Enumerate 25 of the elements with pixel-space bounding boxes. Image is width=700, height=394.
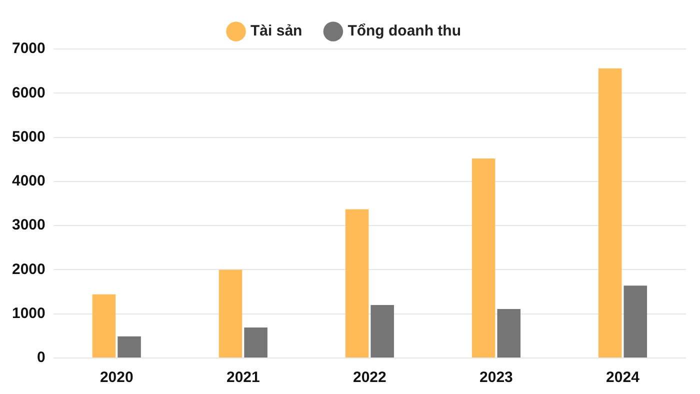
y-tick-label: 2000 bbox=[12, 260, 46, 278]
bar bbox=[92, 294, 116, 358]
legend-label: Tài sản bbox=[250, 22, 302, 40]
bar bbox=[218, 270, 242, 358]
x-tick-label: 2020 bbox=[100, 369, 134, 386]
y-tick-label: 1000 bbox=[12, 305, 46, 322]
y-tick-label: 5000 bbox=[12, 128, 46, 146]
y-tick-label: 4000 bbox=[12, 172, 46, 190]
x-tick-label: 2022 bbox=[352, 369, 386, 386]
legend-label: Tổng doanh thu bbox=[348, 22, 462, 40]
bar bbox=[370, 305, 394, 358]
bar bbox=[598, 68, 622, 358]
x-tick-label: 2024 bbox=[606, 369, 640, 386]
y-tick-label: 6000 bbox=[12, 84, 46, 102]
x-tick-label: 2021 bbox=[226, 369, 260, 386]
x-tick-label: 2023 bbox=[480, 369, 513, 386]
bar bbox=[118, 336, 141, 358]
bar bbox=[497, 309, 521, 358]
bar bbox=[472, 158, 496, 358]
bar bbox=[244, 328, 268, 358]
y-tick-label: 7000 bbox=[12, 40, 46, 58]
y-tick-label: 3000 bbox=[12, 216, 46, 234]
y-tick-label: 0 bbox=[37, 349, 46, 366]
bar bbox=[624, 286, 648, 358]
bar bbox=[345, 209, 369, 358]
